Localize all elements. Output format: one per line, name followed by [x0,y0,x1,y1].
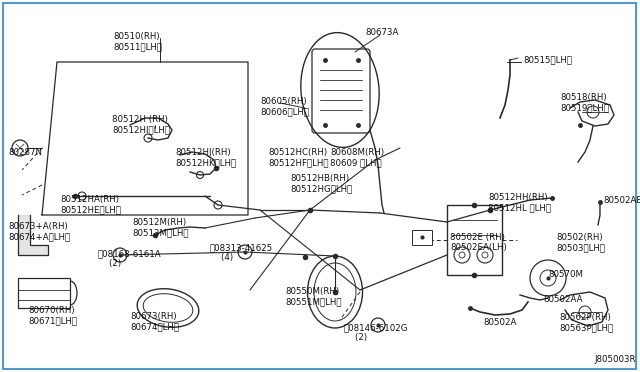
Text: 80510(RH): 80510(RH) [113,32,159,41]
Text: 80503〈LH〉: 80503〈LH〉 [556,243,605,252]
Text: (4): (4) [210,253,233,262]
Text: 80287N: 80287N [8,148,42,157]
Text: 80512HF〈LH〉: 80512HF〈LH〉 [268,158,328,167]
Text: 80512M(RH): 80512M(RH) [132,218,186,227]
Polygon shape [18,215,48,255]
Text: 80512H (RH): 80512H (RH) [112,115,168,124]
Text: Ⓜ08146-6102G: Ⓜ08146-6102G [344,323,408,332]
Text: 80562P(RH): 80562P(RH) [559,313,611,322]
Text: 80551M〈LH〉: 80551M〈LH〉 [285,297,342,306]
Text: 80674〈LH〉: 80674〈LH〉 [130,322,179,331]
Text: 80563P〈LH〉: 80563P〈LH〉 [559,323,613,332]
Text: 80513M〈LH〉: 80513M〈LH〉 [132,228,189,237]
Text: (2): (2) [344,333,367,342]
Text: 80502AA: 80502AA [543,295,582,304]
Text: 80512HH(RH): 80512HH(RH) [488,193,548,202]
Text: 80606〈LH〉: 80606〈LH〉 [260,107,309,116]
Bar [447,205,502,275]
Text: 80502EA(LH): 80502EA(LH) [450,243,507,252]
Bar [412,230,432,245]
Text: 80673(RH): 80673(RH) [130,312,177,321]
Text: 80673A: 80673A [365,28,398,37]
Text: 80512HA(RH): 80512HA(RH) [60,195,119,204]
Text: 80512HG〈LH〉: 80512HG〈LH〉 [290,184,352,193]
Text: 80515〈LH〉: 80515〈LH〉 [523,55,572,64]
Text: 80502E (RH): 80502E (RH) [450,233,505,242]
Text: 80608M(RH): 80608M(RH) [330,148,384,157]
Text: 80502(RH): 80502(RH) [556,233,603,242]
Text: (2): (2) [98,259,121,268]
Text: 80502A: 80502A [483,318,516,327]
Text: 80670(RH): 80670(RH) [28,306,75,315]
Text: 80512HC(RH): 80512HC(RH) [268,148,327,157]
Text: 80550M(RH): 80550M(RH) [285,287,339,296]
Text: 80605(RH): 80605(RH) [260,97,307,106]
Text: 80671〈LH〉: 80671〈LH〉 [28,316,77,325]
Text: 80512HL 〈LH〉: 80512HL 〈LH〉 [488,203,551,212]
Bar [18,278,70,308]
Text: 80519〈LH〉: 80519〈LH〉 [560,103,609,112]
Text: 80512HE〈LH〉: 80512HE〈LH〉 [60,205,121,214]
Text: 80674+A〈LH〉: 80674+A〈LH〉 [8,232,70,241]
Text: Ⓝ08313-41625: Ⓝ08313-41625 [210,243,273,252]
Text: 80609 〈LH〉: 80609 〈LH〉 [330,158,381,167]
Text: 80512HB(RH): 80512HB(RH) [290,174,349,183]
Text: 80518(RH): 80518(RH) [560,93,607,102]
Text: 80511〈LH〉: 80511〈LH〉 [113,42,162,51]
Text: J805003R: J805003R [594,355,636,364]
Text: Ⓝ08168-6161A: Ⓝ08168-6161A [98,249,162,258]
Text: 80512HJ(RH): 80512HJ(RH) [175,148,230,157]
Text: 80512HK〈LH〉: 80512HK〈LH〉 [175,158,236,167]
Text: 80673+A(RH): 80673+A(RH) [8,222,68,231]
Text: 80570M: 80570M [548,270,583,279]
Text: 80512HI〈LH〉: 80512HI〈LH〉 [112,125,170,134]
Text: 80502AB: 80502AB [603,196,640,205]
